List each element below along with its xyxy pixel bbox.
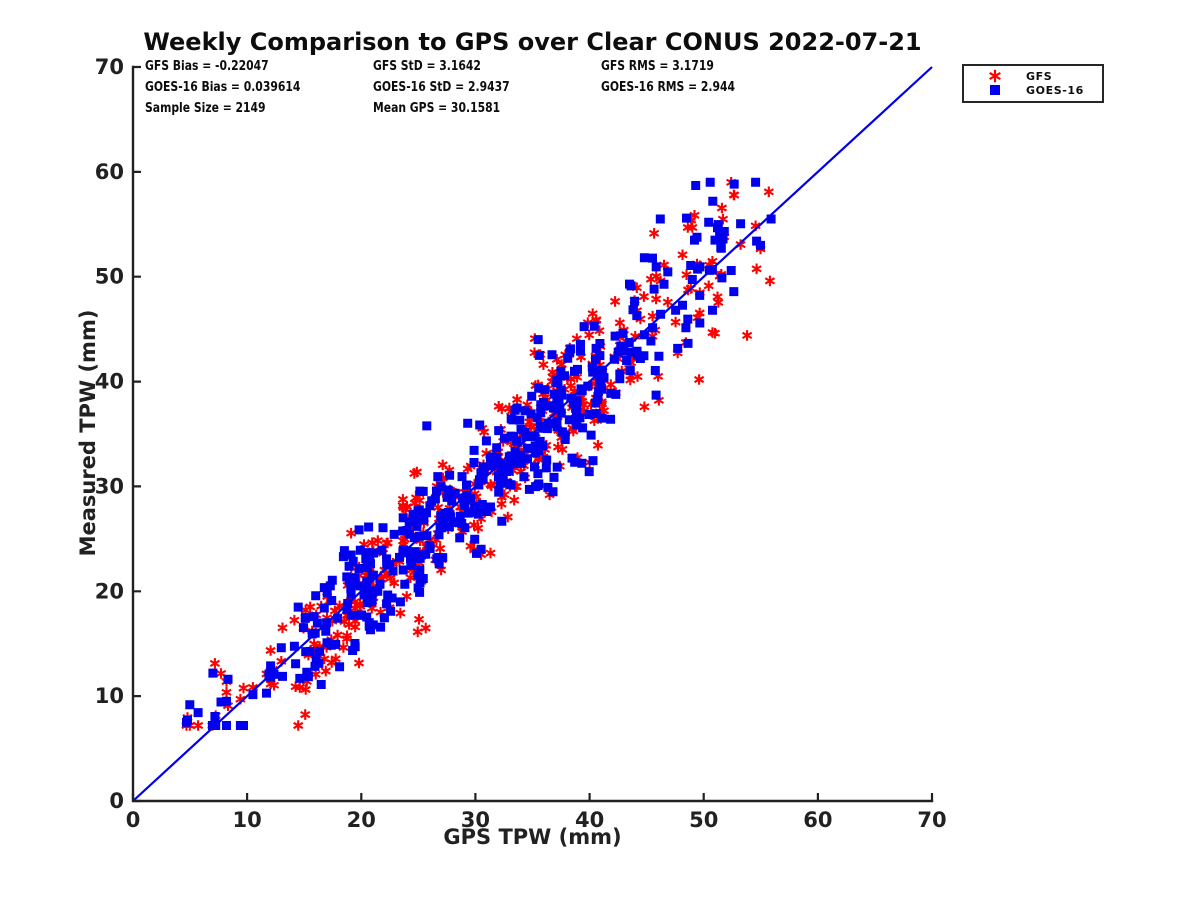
square-marker-icon bbox=[964, 83, 1026, 97]
stat-cell-r0-c0: GFS Bias = -0.22047 bbox=[145, 58, 373, 79]
legend-label: GFS bbox=[1026, 69, 1053, 83]
stat-cell-r1-c0: GOES-16 Bias = 0.039614 bbox=[145, 79, 373, 100]
legend-entry-goes-16: GOES-16 bbox=[964, 83, 1102, 97]
x-axis-label: GPS TPW (mm) bbox=[443, 825, 622, 849]
stats-block: GFS Bias = -0.22047 GFS StD = 3.1642 GFS R… bbox=[145, 58, 851, 121]
chart-title: Weekly Comparison to GPS over Clear CONU… bbox=[143, 28, 922, 56]
x-tick-label: 10 bbox=[232, 808, 261, 832]
x-tick-label: 0 bbox=[126, 808, 141, 832]
legend: GFS GOES-16 bbox=[962, 64, 1104, 103]
stat-text: GFS RMS = 3.1719 bbox=[601, 58, 714, 74]
x-tick-label: 60 bbox=[803, 808, 832, 832]
axis-ticks bbox=[131, 65, 934, 803]
identity-line bbox=[132, 66, 933, 802]
stat-cell-r1-c1: GOES-16 StD = 2.9437 bbox=[373, 79, 601, 100]
stat-text: GOES-16 RMS = 2.944 bbox=[601, 79, 736, 95]
x-tick-label: 30 bbox=[461, 808, 490, 832]
x-tick-label: 50 bbox=[689, 808, 718, 832]
stat-cell-r1-c2: GOES-16 RMS = 2.944 bbox=[601, 79, 851, 100]
asterisk-marker-icon bbox=[964, 69, 1026, 83]
stat-cell-r2-c0: Sample Size = 2149 bbox=[145, 100, 373, 121]
stat-text: Sample Size = 2149 bbox=[145, 100, 266, 116]
stat-text: GFS StD = 3.1642 bbox=[373, 58, 481, 74]
y-tick-label: 60 bbox=[95, 160, 124, 184]
x-tick-label: 20 bbox=[347, 808, 376, 832]
y-axis-label: Measured TPW (mm) bbox=[76, 309, 100, 557]
y-tick-label: 0 bbox=[109, 789, 124, 813]
stat-text: GOES-16 StD = 2.9437 bbox=[373, 79, 510, 95]
y-tick-label: 40 bbox=[95, 370, 124, 394]
stat-cell-r0-c1: GFS StD = 3.1642 bbox=[373, 58, 601, 79]
stat-cell-r0-c2: GFS RMS = 3.1719 bbox=[601, 58, 851, 79]
stat-cell-r2-c2 bbox=[601, 100, 851, 121]
y-tick-label: 50 bbox=[95, 265, 124, 289]
x-tick-label: 70 bbox=[917, 808, 946, 832]
y-tick-label: 30 bbox=[95, 474, 124, 498]
stat-cell-r2-c1: Mean GPS = 30.1581 bbox=[373, 100, 601, 121]
y-tick-label: 70 bbox=[95, 55, 124, 79]
y-tick-label: 20 bbox=[95, 579, 124, 603]
stat-text: GFS Bias = -0.22047 bbox=[145, 58, 269, 74]
x-tick-label: 40 bbox=[575, 808, 604, 832]
y-tick-label: 10 bbox=[95, 684, 124, 708]
stat-text: GOES-16 Bias = 0.039614 bbox=[145, 79, 301, 95]
goes16-points bbox=[182, 177, 776, 731]
legend-label: GOES-16 bbox=[1026, 83, 1084, 97]
stat-text: Mean GPS = 30.1581 bbox=[373, 100, 501, 116]
legend-entry-gfs: GFS bbox=[964, 69, 1102, 83]
